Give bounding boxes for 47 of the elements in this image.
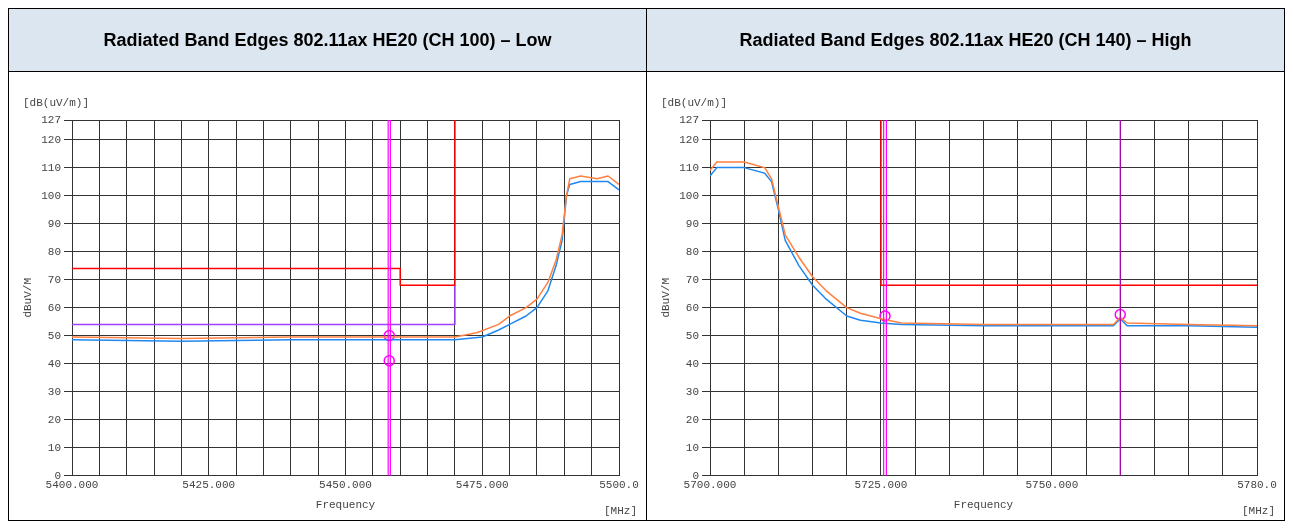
- x-tick-label: 5725.000: [854, 479, 908, 492]
- x-tick-label: 5450.000: [319, 479, 372, 492]
- y-tick-label: 100: [679, 189, 699, 202]
- x-tick-label: 5500.0: [599, 479, 639, 492]
- x-tick-label: 5400.000: [45, 479, 99, 492]
- x-tick-label: 5475.000: [455, 479, 509, 492]
- x-tick-label: 5750.000: [1025, 479, 1079, 492]
- text: [dB(uV/m)]: [23, 97, 90, 109]
- text: [MHz]: [603, 504, 637, 517]
- x-tick-label: 5425.000: [182, 479, 236, 492]
- y-tick-label: 0: [692, 469, 699, 482]
- y-tick-label: 100: [41, 189, 61, 202]
- y-tick-label: 20: [685, 413, 699, 426]
- y-tick-label: 120: [679, 133, 699, 146]
- y-tick-label: 50: [47, 329, 61, 342]
- y-tick-label: 20: [47, 413, 61, 426]
- y-tick-label: 70: [47, 273, 61, 286]
- y-tick-label: 110: [41, 161, 61, 174]
- y-tick-label: 60: [685, 301, 699, 314]
- y-tick-label: 70: [685, 273, 699, 286]
- y-tick-label: 127: [41, 113, 61, 126]
- x-tick-label: 5700.000: [683, 479, 737, 492]
- y-axis-title: dBuV/M: [659, 278, 672, 318]
- y-tick-label: 40: [47, 357, 61, 370]
- y-tick-label: 10: [685, 441, 699, 454]
- y-tick-label: 0: [54, 469, 61, 482]
- y-tick-label: 80: [685, 245, 699, 258]
- chart-title: Radiated Band Edges 802.11ax HE20 (CH 140) – High: [647, 9, 1284, 72]
- y-tick-label: 110: [679, 161, 699, 174]
- y-axis-title: dBuV/M: [21, 278, 34, 318]
- y-tick-label: 10: [47, 441, 61, 454]
- y-tick-label: 40: [685, 357, 699, 370]
- y-tick-label: 127: [679, 113, 699, 126]
- y-tick-label: 80: [47, 245, 61, 258]
- y-tick-label: 90: [47, 217, 61, 230]
- y-tick-label: 120: [41, 133, 61, 146]
- x-axis-title: Frequency: [953, 499, 1014, 512]
- y-tick-label: 30: [685, 385, 699, 398]
- y-tick-label: 50: [685, 329, 699, 342]
- text: [dB(uV/m)]: [661, 97, 728, 109]
- y-tick-label: 60: [47, 301, 61, 314]
- text: [MHz]: [1241, 504, 1275, 517]
- x-tick-label: 5780.0: [1237, 479, 1277, 492]
- y-tick-label: 30: [47, 385, 61, 398]
- chart-title: Radiated Band Edges 802.11ax HE20 (CH 100) – Low: [9, 9, 646, 72]
- y-tick-label: 90: [685, 217, 699, 230]
- x-axis-title: Frequency: [315, 499, 376, 512]
